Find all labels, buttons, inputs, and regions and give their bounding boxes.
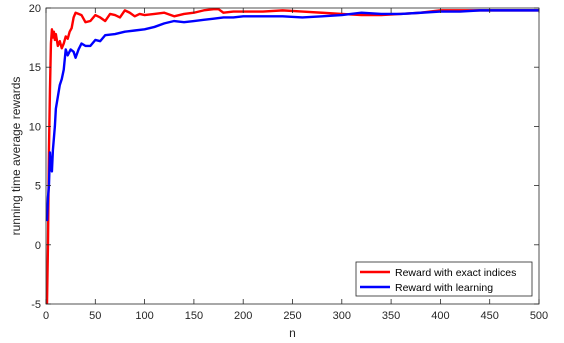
x-tick-label: 150 bbox=[185, 310, 203, 322]
legend: Reward with exact indices Reward with le… bbox=[355, 261, 533, 297]
series-line-1 bbox=[45, 9, 539, 222]
legend-entry-learning: Reward with learning bbox=[395, 282, 493, 294]
y-tick-label: 5 bbox=[35, 181, 41, 193]
y-tick-label: 15 bbox=[29, 62, 41, 74]
x-tick-label: 400 bbox=[431, 310, 449, 322]
y-tick-label: 10 bbox=[29, 121, 41, 133]
x-tick-label: 450 bbox=[481, 310, 499, 322]
x-tick-label: 50 bbox=[89, 310, 101, 322]
legend-box bbox=[355, 261, 533, 297]
y-tick-label: 20 bbox=[29, 3, 41, 15]
y-tick-label: 0 bbox=[35, 240, 41, 252]
x-tick-label: 250 bbox=[283, 310, 301, 322]
x-tick-label: 500 bbox=[530, 310, 548, 322]
series-lines bbox=[45, 7, 539, 305]
x-axis-label: n bbox=[289, 326, 296, 340]
y-tick-label: -5 bbox=[31, 299, 41, 311]
x-tick-label: 300 bbox=[333, 310, 351, 322]
x-tick-label: 0 bbox=[43, 310, 49, 322]
plot-area bbox=[46, 8, 539, 304]
x-tick-label: 350 bbox=[382, 310, 400, 322]
x-tick-label: 200 bbox=[234, 310, 252, 322]
y-axis-label: running time average rewards bbox=[9, 77, 23, 236]
legend-entry-exact-indices: Reward with exact indices bbox=[395, 267, 516, 279]
x-tick-label: 100 bbox=[135, 310, 153, 322]
